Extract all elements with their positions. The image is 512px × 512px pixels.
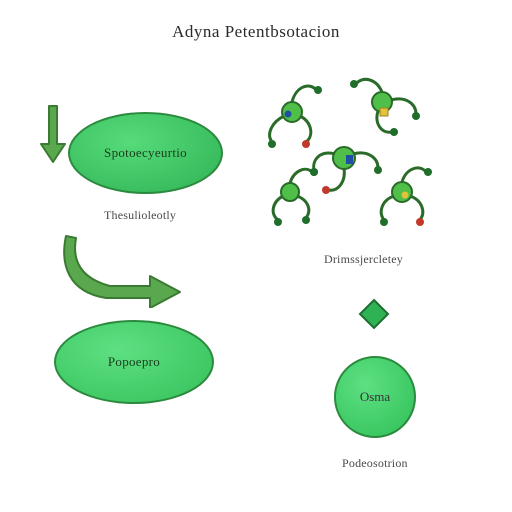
diagram-title: Adyna Petentbsotacion bbox=[172, 22, 340, 42]
molecule-cluster bbox=[252, 72, 482, 252]
oval-top: Spotoecyeurtio bbox=[68, 112, 223, 194]
label-right-cluster: Drimssjercletey bbox=[324, 252, 403, 267]
label-under-circle: Podeosotrion bbox=[342, 456, 408, 471]
oval-bottom-label: Popoepro bbox=[108, 354, 160, 370]
label-under-top-oval: Thesulioleotly bbox=[104, 208, 176, 223]
oval-top-label: Spotoecyeurtio bbox=[104, 145, 187, 161]
diamond-shape bbox=[358, 298, 390, 330]
oval-bottom: Popoepro bbox=[54, 320, 214, 404]
circle-right-label: Osma bbox=[360, 389, 390, 405]
arrow-down-left bbox=[36, 100, 70, 166]
arrow-curve-mid bbox=[62, 230, 192, 308]
circle-right: Osma bbox=[334, 356, 416, 438]
